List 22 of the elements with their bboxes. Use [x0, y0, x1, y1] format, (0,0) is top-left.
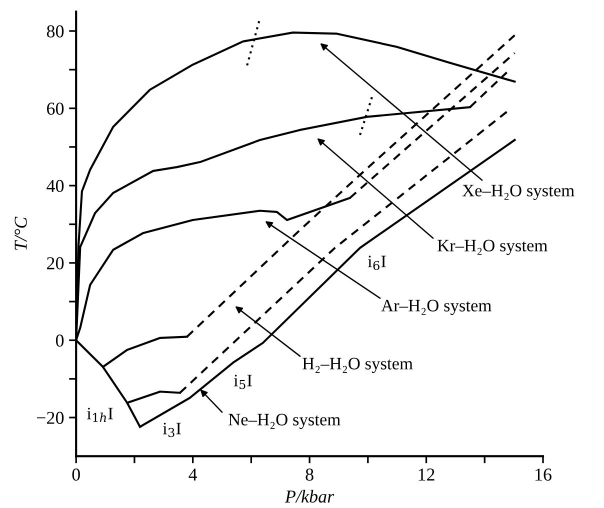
annotation: i$_{5}$I: [234, 374, 252, 390]
x-tick-label: 12: [418, 468, 434, 481]
annotation: Ne–H₂O system: [228, 414, 340, 430]
y-tick-label: 20: [47, 257, 64, 270]
y-tick-label: 0: [56, 334, 64, 347]
x-axis-title: P/kbar: [284, 490, 334, 503]
y-tick-label: 60: [47, 102, 64, 115]
x-tick-label: 8: [306, 468, 314, 481]
annotation: H₂–H₂O system: [302, 358, 413, 374]
annotation: Ar–H₂O system: [381, 300, 492, 316]
annotation: i$_{6}$I: [368, 256, 386, 270]
annotation: i$_{1h}$I: [87, 408, 113, 422]
y-axis-title: T/°C: [14, 216, 27, 250]
annotation: i$_{3}$I: [162, 422, 181, 438]
annotation: Kr–H₂O system: [438, 240, 548, 256]
y-tick-label: −20: [36, 412, 64, 424]
x-tick-label: 4: [188, 468, 198, 481]
y-tick-label: 40: [46, 180, 64, 192]
x-tick-label: 0: [72, 468, 80, 481]
annotation: Xe–H₂O system: [462, 184, 574, 200]
y-tick-label: 80: [46, 25, 64, 38]
x-tick-label: 16: [536, 468, 552, 481]
